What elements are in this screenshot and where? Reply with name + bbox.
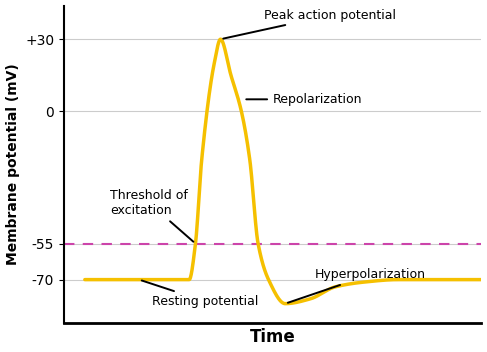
Text: Peak action potential: Peak action potential [223, 9, 396, 39]
Y-axis label: Membrane potential (mV): Membrane potential (mV) [5, 63, 19, 265]
Text: Hyperpolarization: Hyperpolarization [288, 268, 426, 303]
X-axis label: Time: Time [250, 328, 296, 346]
Text: Threshold of
excitation: Threshold of excitation [110, 189, 193, 242]
Text: Repolarization: Repolarization [246, 93, 362, 106]
Text: Resting potential: Resting potential [142, 281, 258, 308]
